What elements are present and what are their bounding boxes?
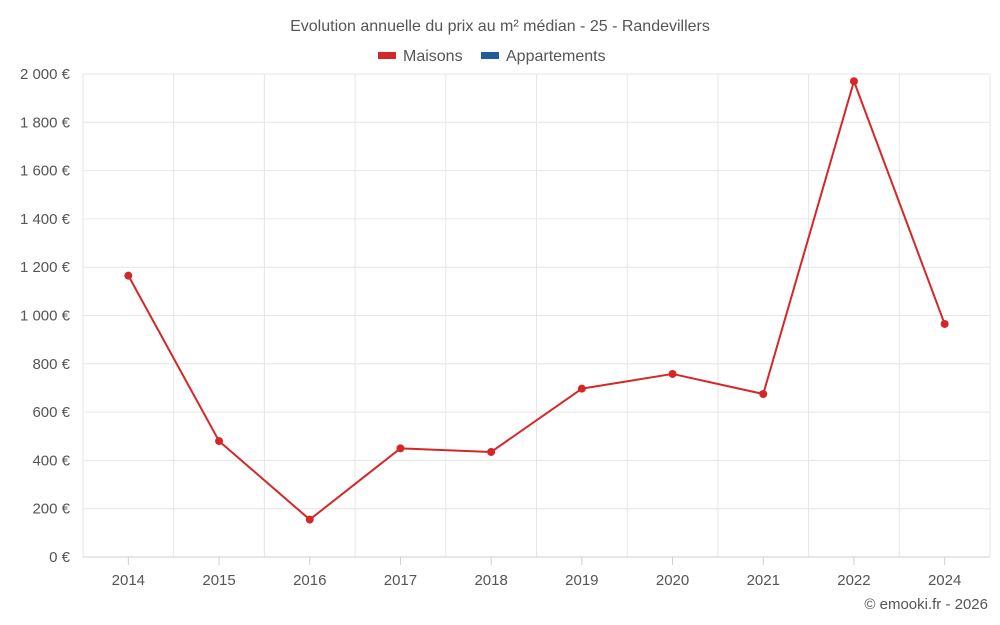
axes: 0 € 200 € 400 € 600 € 800 € 1 000 € 1 200 € 1 4…: [20, 66, 990, 589]
legend-label-maisons: Maisons: [403, 48, 463, 65]
y-tick-label: 200 €: [32, 501, 70, 518]
y-tick-label: 0 €: [49, 549, 71, 566]
y-tick-label: 1 600 €: [20, 163, 71, 180]
legend-label-appartements: Appartements: [506, 48, 606, 65]
series-line: [127, 80, 946, 521]
data-point[interactable]: [124, 271, 133, 280]
x-tick-label: 2016: [293, 572, 326, 589]
data-point[interactable]: [396, 444, 405, 453]
x-tick-label: 2020: [656, 572, 689, 589]
data-point[interactable]: [849, 77, 858, 86]
x-tick-label: 2021: [747, 572, 780, 589]
credit-text: © emooki.fr - 2026: [864, 596, 988, 613]
x-tick-label: 2024: [928, 572, 961, 589]
y-tick-label: 1 000 €: [20, 308, 71, 325]
y-tick-label: 400 €: [32, 452, 70, 469]
y-tick-label: 2 000 €: [20, 66, 71, 83]
data-point[interactable]: [668, 369, 677, 378]
y-tick-label: 1 200 €: [20, 259, 71, 276]
chart-title: Evolution annuelle du prix au m² médian …: [290, 18, 710, 35]
grid: [82, 73, 991, 557]
y-tick-label: 800 €: [32, 356, 70, 373]
data-point[interactable]: [577, 384, 586, 393]
y-tick-label: 1 400 €: [20, 211, 71, 228]
x-tick-label: 2017: [384, 572, 417, 589]
y-tick-label: 600 €: [32, 404, 70, 421]
data-point[interactable]: [940, 319, 949, 328]
x-tick-label: 2018: [474, 572, 507, 589]
x-tick-label: 2015: [202, 572, 235, 589]
data-point[interactable]: [215, 437, 224, 446]
data-point[interactable]: [305, 515, 314, 524]
legend-item-maisons[interactable]: Maisons: [378, 48, 463, 65]
y-tick-label: 1 800 €: [20, 114, 71, 131]
series-maisons: [124, 77, 949, 524]
legend-swatch-maisons: [378, 52, 396, 59]
x-tick-label: 2014: [112, 572, 145, 589]
data-point[interactable]: [487, 447, 496, 456]
legend-item-appartements[interactable]: Appartements: [481, 48, 606, 65]
data-point[interactable]: [759, 389, 768, 398]
x-tick-label: 2022: [837, 572, 870, 589]
legend-swatch-appartements: [481, 52, 499, 59]
x-tick-label: 2019: [565, 572, 598, 589]
legend: Maisons Appartements: [378, 48, 606, 65]
